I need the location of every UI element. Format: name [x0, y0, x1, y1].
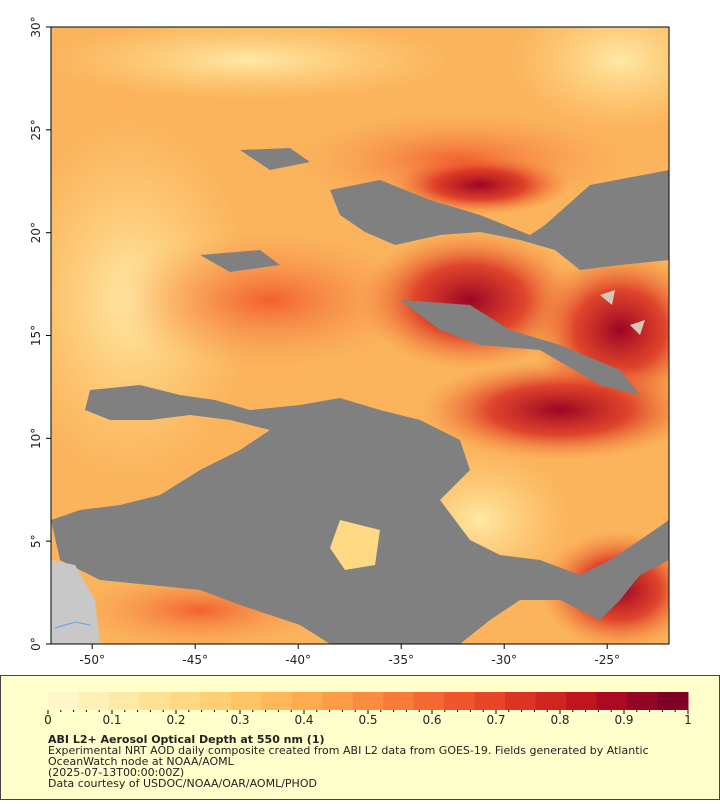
colorbar-tick-label: 0.1 [102, 713, 121, 727]
x-tick-label: -40° [285, 653, 311, 667]
colorbar-tick-label: 1 [684, 713, 692, 727]
x-tick-label: -35° [388, 653, 414, 667]
y-tick-label: 20° [29, 222, 43, 243]
colorbar-tick-label: 0 [44, 713, 52, 727]
colorbar-bin [48, 692, 79, 710]
y-tick-label: 30° [29, 16, 43, 37]
colorbar: 0 0.1 0.2 0.3 0.4 0.5 0.6 0.7 0.8 0.9 1 [44, 692, 692, 727]
footer-line: (2025-07-13T00:00:00Z) [48, 766, 184, 779]
colorbar-bin [474, 692, 506, 710]
colorbar-tick-label: 0.7 [486, 713, 505, 727]
colorbar-tick-label: 0.3 [230, 713, 249, 727]
colorbar-tick-label: 0.8 [550, 713, 569, 727]
colorbar-tick-label: 0.4 [294, 713, 313, 727]
colorbar-bin [627, 692, 659, 710]
colorbar-tick-label: 0.5 [358, 713, 377, 727]
x-tick-label: -50° [79, 653, 105, 667]
footer-line: Experimental NRT AOD daily composite cre… [48, 744, 649, 757]
colorbar-bin [383, 692, 415, 710]
map-image [51, 27, 669, 644]
colorbar-bin [352, 692, 384, 710]
colorbar-bin [444, 692, 476, 710]
colorbar-bin [200, 692, 232, 710]
colorbar-tick-label: 0.2 [166, 713, 185, 727]
x-tick-label: -25° [594, 653, 620, 667]
colorbar-bin [535, 692, 567, 710]
colorbar-bin [169, 692, 201, 710]
y-tick-label: 10° [29, 428, 43, 449]
colorbar-bin [291, 692, 323, 710]
colorbar-bin [566, 692, 598, 710]
y-tick-label: 5° [29, 534, 43, 548]
colorbar-tick-label: 0.9 [614, 713, 633, 727]
colorbar-bin [596, 692, 628, 710]
x-tick-label: -30° [491, 653, 517, 667]
colorbar-bin [322, 692, 354, 710]
footer-line: OceanWatch node at NOAA/AOML [48, 755, 235, 768]
footer-title: ABI L2+ Aerosol Optical Depth at 550 nm … [48, 733, 325, 746]
colorbar-bin [139, 692, 171, 710]
colorbar-bin [78, 692, 110, 710]
colorbar-tick-label: 0.6 [422, 713, 441, 727]
y-tick-label: 25° [29, 119, 43, 140]
y-tick-label: 0° [29, 637, 43, 651]
footer-lines: Experimental NRT AOD daily composite cre… [48, 744, 649, 790]
colorbar-bin [108, 692, 140, 710]
colorbar-bin [505, 692, 537, 710]
colorbar-bin [413, 692, 445, 710]
colorbar-bin [230, 692, 262, 710]
colorbar-bin [657, 692, 689, 710]
x-tick-label: -45° [182, 653, 208, 667]
y-tick-label: 15° [29, 325, 43, 346]
colorbar-bin [261, 692, 293, 710]
footer-line: Data courtesy of USDOC/NOAA/OAR/AOML/PHO… [48, 777, 317, 790]
